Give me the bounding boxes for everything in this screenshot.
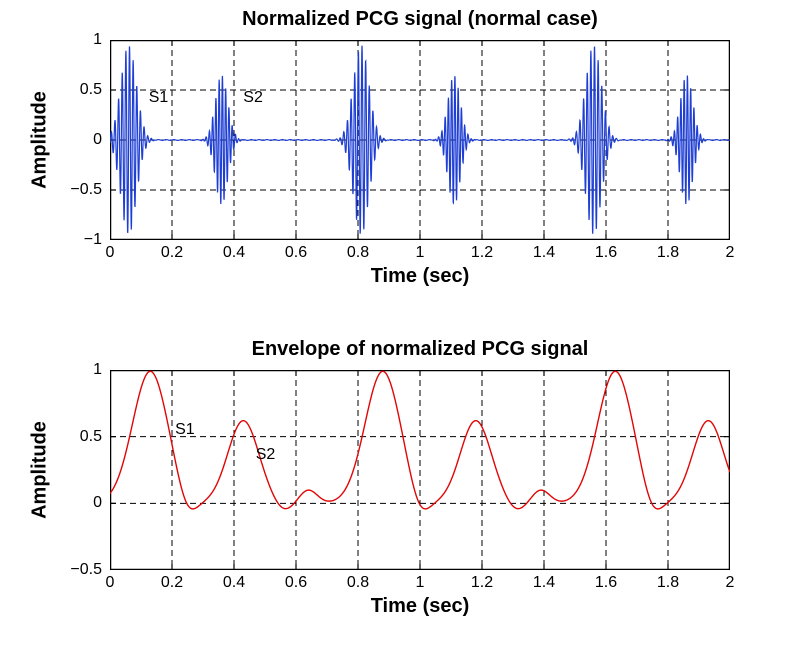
panel1-ylabel: Amplitude (29, 91, 52, 189)
x-tick-label: 1.4 (533, 574, 555, 592)
x-tick-label: 0.8 (347, 244, 369, 262)
y-tick-label: −1 (84, 231, 102, 249)
panel2-plot (110, 370, 730, 570)
y-tick-label: 1 (93, 31, 102, 49)
x-tick-label: 0.4 (223, 244, 245, 262)
x-tick-label: 1.4 (533, 244, 555, 262)
figure-container: Normalized PCG signal (normal case) Ampl… (0, 0, 795, 650)
annotation-label: S1 (175, 421, 195, 439)
panel2-xlabel: Time (sec) (110, 595, 730, 618)
x-tick-label: 1.8 (657, 574, 679, 592)
y-tick-label: 0.5 (80, 428, 102, 446)
y-tick-label: 0 (93, 131, 102, 149)
y-tick-label: 1 (93, 361, 102, 379)
y-tick-label: −0.5 (70, 181, 102, 199)
x-tick-label: 0.6 (285, 574, 307, 592)
annotation-label: S2 (243, 89, 263, 107)
y-tick-label: 0 (93, 494, 102, 512)
x-tick-label: 1.8 (657, 244, 679, 262)
annotation-label: S1 (149, 89, 169, 107)
y-tick-label: −0.5 (70, 561, 102, 579)
x-tick-label: 1.6 (595, 244, 617, 262)
x-tick-label: 0 (106, 574, 115, 592)
panel2-ylabel: Amplitude (29, 421, 52, 519)
x-tick-label: 0.8 (347, 574, 369, 592)
x-tick-label: 1 (416, 574, 425, 592)
panel1-plot (110, 40, 730, 240)
panel1-xlabel: Time (sec) (110, 265, 730, 288)
panel1-svg (110, 40, 730, 240)
panel2-svg (110, 370, 730, 570)
x-tick-label: 2 (726, 244, 735, 262)
x-tick-label: 1 (416, 244, 425, 262)
x-tick-label: 1.2 (471, 244, 493, 262)
panel1-title: Normalized PCG signal (normal case) (110, 8, 730, 31)
x-tick-label: 1.2 (471, 574, 493, 592)
x-tick-label: 0.2 (161, 244, 183, 262)
x-tick-label: 0.6 (285, 244, 307, 262)
x-tick-label: 0.4 (223, 574, 245, 592)
x-tick-label: 1.6 (595, 574, 617, 592)
panel2-title: Envelope of normalized PCG signal (110, 338, 730, 361)
x-tick-label: 2 (726, 574, 735, 592)
y-tick-label: 0.5 (80, 81, 102, 99)
annotation-label: S2 (256, 446, 276, 464)
x-tick-label: 0.2 (161, 574, 183, 592)
x-tick-label: 0 (106, 244, 115, 262)
